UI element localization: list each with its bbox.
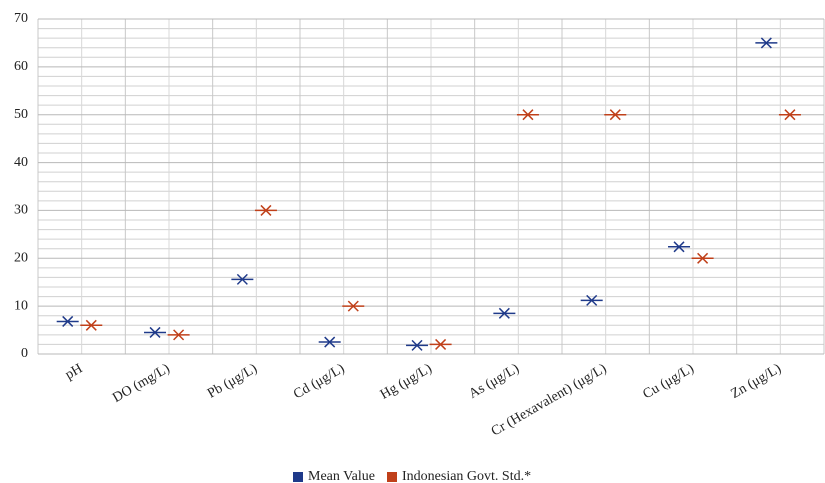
marker-x (760, 37, 772, 49)
marker (56, 315, 79, 327)
marker-x (173, 329, 185, 341)
marker (144, 326, 167, 338)
marker (318, 336, 341, 348)
x-tick-label: Pb (μg/L) (205, 361, 260, 401)
marker (668, 241, 691, 253)
y-tick-label: 10 (14, 298, 28, 313)
marker-x (260, 204, 272, 216)
x-tick-label: Cu (μg/L) (641, 361, 697, 402)
marker-x (609, 109, 621, 121)
x-tick-label: pH (63, 361, 85, 383)
marker (778, 109, 801, 121)
y-tick-label: 50 (14, 107, 28, 122)
marker-x (784, 109, 796, 121)
x-tick-label: Zn (μg/L) (729, 361, 785, 402)
y-tick-label: 30 (14, 203, 28, 218)
marker-x (149, 326, 161, 338)
marker-x (697, 252, 709, 264)
y-tick-label: 0 (21, 346, 28, 361)
y-tick-label: 60 (14, 59, 28, 74)
marker (580, 294, 603, 306)
x-tick-label: Hg (μg/L) (378, 361, 435, 403)
marker-x (586, 294, 598, 306)
marker-x (324, 336, 336, 348)
marker (342, 300, 365, 312)
marker (429, 338, 452, 350)
marker-x (522, 109, 534, 121)
marker (80, 319, 103, 331)
marker (604, 109, 627, 121)
x-tick-label: Cd (μg/L) (291, 361, 347, 402)
legend-label: Mean Value (308, 469, 375, 483)
marker-x (498, 307, 510, 319)
marker (406, 339, 429, 351)
legend-swatch (293, 472, 303, 482)
marker (691, 252, 714, 264)
marker-x (236, 273, 248, 285)
marker (167, 329, 190, 341)
marker (755, 37, 778, 49)
marker-x (85, 319, 97, 331)
y-tick-label: 40 (14, 155, 28, 170)
marker-x (411, 339, 423, 351)
marker-x (673, 241, 685, 253)
marker (516, 109, 539, 121)
marker (493, 307, 516, 319)
marker (231, 273, 254, 285)
y-tick-label: 70 (14, 11, 28, 26)
marker-x (347, 300, 359, 312)
marker-x (62, 315, 74, 327)
marker (254, 204, 277, 216)
legend-swatch (387, 472, 397, 482)
x-tick-label: As (μg/L) (467, 361, 523, 402)
legend-label: Indonesian Govt. Std.* (402, 469, 531, 483)
x-tick-label: DO (mg/L) (110, 361, 173, 406)
y-tick-label: 20 (14, 251, 28, 266)
marker-x (435, 338, 447, 350)
